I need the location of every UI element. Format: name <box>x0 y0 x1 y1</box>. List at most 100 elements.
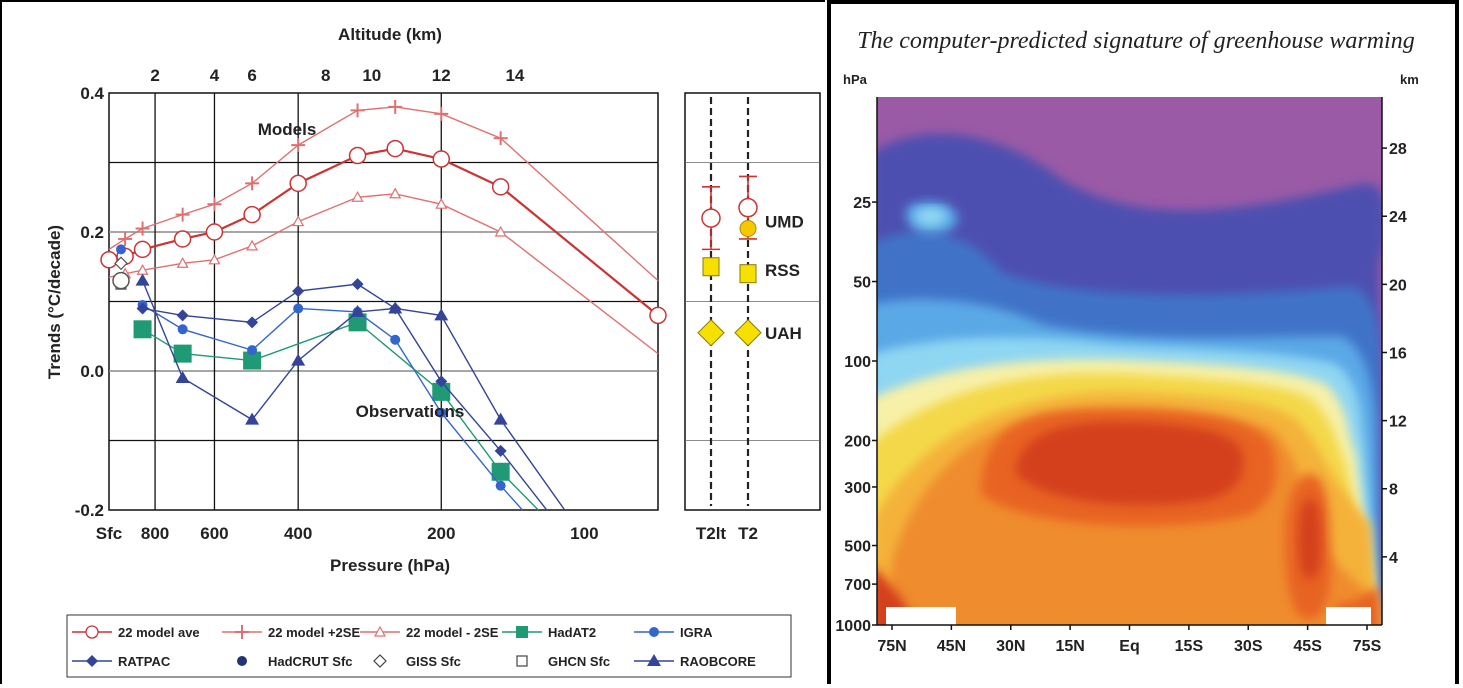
point-22-model-ave <box>206 224 222 240</box>
surface-point-22-model-ave <box>113 273 129 289</box>
y-tick-label: 0.2 <box>80 223 104 242</box>
right-tick-label: 24 <box>1389 209 1407 226</box>
satellite-label-uah: UAH <box>765 324 802 343</box>
legend-label: 22 model +2SE <box>268 625 360 640</box>
legend-marker <box>516 626 528 638</box>
legend-label: 22 model ave <box>118 625 200 640</box>
left-tick-label: 200 <box>844 433 871 450</box>
bottom-tick-label: 45S <box>1293 638 1322 655</box>
legend-label: GHCN Sfc <box>548 654 610 669</box>
legend-entry-hadat2: HadAT2 <box>502 625 596 640</box>
satellite-rss-point <box>740 265 756 283</box>
point-22-model-ave <box>387 141 403 157</box>
legend-marker <box>517 656 527 666</box>
right-tick-label: 12 <box>1389 414 1407 431</box>
legend-label: IGRA <box>680 625 713 640</box>
left-tick-label: 700 <box>844 577 871 594</box>
satellite-rss-point <box>703 258 719 276</box>
heatmap-missing-data <box>1326 607 1371 625</box>
legend-label: HadAT2 <box>548 625 596 640</box>
altitude-tick-label: 12 <box>432 66 451 85</box>
legend-entry-22-model-ave: 22 model ave <box>72 625 200 640</box>
bottom-tick-label: 75S <box>1353 638 1382 655</box>
satellite-model-point <box>702 209 720 227</box>
point-22-model-ave <box>244 207 260 223</box>
legend-entry-22-model-2se: 22 model +2SE <box>222 625 360 640</box>
point-igra <box>247 345 257 355</box>
legend-label: HadCRUT Sfc <box>268 654 353 669</box>
right-chart-panel: The computer-predicted signature of gree… <box>827 0 1459 684</box>
heatmap-field <box>871 97 1386 644</box>
satellite-umd-point <box>740 221 756 237</box>
altitude-tick-label: 10 <box>362 66 381 85</box>
satellite-model-point <box>739 199 757 217</box>
bottom-tick-label: Eq <box>1119 638 1139 655</box>
models-annotation: Models <box>258 120 317 139</box>
satellite-column-label: T2lt <box>696 524 727 543</box>
point-hadat2 <box>174 345 192 363</box>
point-22-model-ave <box>101 252 117 268</box>
left-chart-panel: 0.4 0.2 0.0 -0.2 Sfc 800 600 400 200 100 2 4 6 8 10 12 1… <box>0 0 825 684</box>
legend-marker <box>86 626 98 638</box>
point-22-model-ave <box>350 148 366 164</box>
point-22-model-ave <box>650 307 666 323</box>
point-22-model-ave <box>493 179 509 195</box>
heatmap-contour-9 <box>1016 422 1243 505</box>
left-tick-label: 100 <box>844 354 871 371</box>
left-tick-label: 500 <box>844 539 871 556</box>
point-igra <box>390 335 400 345</box>
altitude-tick-label: 4 <box>210 66 220 85</box>
satellite-trend-panel: T2lt T2 UMD RSS UAH <box>685 93 820 543</box>
x-tick-label: 600 <box>200 524 228 543</box>
y-tick-label: 0.4 <box>80 84 104 103</box>
altitude-tick-label: 2 <box>150 66 159 85</box>
x-tick-label: 400 <box>284 524 312 543</box>
bottom-tick-label: 30N <box>996 638 1025 655</box>
legend-marker <box>237 656 247 666</box>
surface-point-hadcrut-sfc <box>116 244 126 254</box>
left-tick-label: 300 <box>844 480 871 497</box>
legend-marker <box>649 627 659 637</box>
satellite-label-umd: UMD <box>765 213 804 232</box>
bottom-tick-label: 15S <box>1175 638 1204 655</box>
right-tick-label: 28 <box>1389 141 1407 158</box>
satellite-label-rss: RSS <box>765 261 800 280</box>
right-tick-label: 20 <box>1389 277 1407 294</box>
heatmap-contour-11 <box>1299 499 1321 579</box>
pressure-unit-label: hPa <box>843 72 868 87</box>
altitude-tick-label: 6 <box>247 66 256 85</box>
x-tick-label: 200 <box>427 524 455 543</box>
x-tick-label: 100 <box>570 524 598 543</box>
bottom-tick-label: 15N <box>1055 638 1084 655</box>
x-tick-label: Sfc <box>96 524 122 543</box>
altitude-axis-title: Altitude (km) <box>338 25 442 44</box>
bottom-tick-label: 30S <box>1234 638 1263 655</box>
right-tick-label: 4 <box>1389 550 1398 567</box>
left-tick-label: 25 <box>853 195 871 212</box>
heatmap-title: The computer-predicted signature of gree… <box>857 28 1414 54</box>
y-tick-label: 0.0 <box>80 362 104 381</box>
satellite-column-label: T2 <box>738 524 758 543</box>
altitude-tick-label: 14 <box>505 66 524 85</box>
heatmap-missing-data <box>886 607 956 625</box>
point-igra <box>178 324 188 334</box>
right-tick-label: 16 <box>1389 345 1407 362</box>
temperature-trend-chart: 0.4 0.2 0.0 -0.2 Sfc 800 600 400 200 100 2 4 6 8 10 12 1… <box>2 2 825 684</box>
left-tick-label: 1000 <box>835 618 871 635</box>
trend-axis-title: Trends (°C/decade) <box>45 225 64 379</box>
point-22-model-ave <box>175 231 191 247</box>
legend-label: 22 model - 2SE <box>406 625 499 640</box>
point-22-model-ave <box>135 241 151 257</box>
legend-label: GISS Sfc <box>406 654 461 669</box>
point-22-model-ave <box>290 175 306 191</box>
point-22-model-ave <box>433 151 449 167</box>
greenhouse-signature-heatmap: The computer-predicted signature of gree… <box>831 4 1455 688</box>
left-tick-label: 50 <box>853 275 871 292</box>
altitude-tick-label: 8 <box>321 66 330 85</box>
km-unit-label: km <box>1400 72 1419 87</box>
chart-legend: 22 model ave 22 model +2SE 22 model - 2SE H… <box>67 615 791 677</box>
point-igra <box>496 481 506 491</box>
right-tick-label: 8 <box>1389 482 1398 499</box>
y-tick-label: -0.2 <box>75 501 104 520</box>
legend-label: RATPAC <box>118 654 171 669</box>
